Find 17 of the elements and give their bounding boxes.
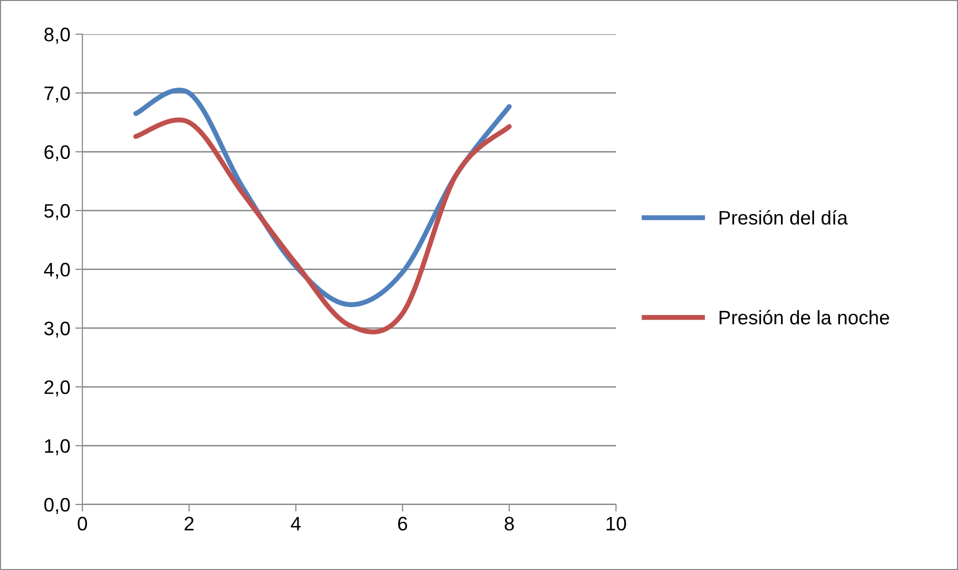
y-tick-label: 4,0: [44, 262, 70, 279]
legend-label: Presión del día: [720, 210, 848, 225]
x-tick-label: 6: [398, 516, 408, 531]
legend-label: Presión de la noche: [720, 310, 890, 324]
x-tick-label: 4: [290, 516, 301, 530]
y-tick-label: 1,0: [45, 439, 70, 456]
y-tick-label: 0,0: [44, 498, 70, 514]
x-tick-label: 8: [504, 516, 514, 531]
y-tick-label: 2,0: [44, 380, 70, 396]
x-tick-label: 0: [78, 516, 88, 531]
x-tick-label: 2: [184, 516, 194, 530]
y-tick-label: 6,0: [44, 145, 70, 162]
y-tick-label: 7,0: [44, 86, 70, 103]
x-tick-label: 10: [606, 516, 626, 531]
y-tick-label: 8,0: [44, 28, 70, 44]
y-tick-label: 5,0: [44, 204, 70, 220]
y-tick-label: 3,0: [44, 322, 70, 338]
